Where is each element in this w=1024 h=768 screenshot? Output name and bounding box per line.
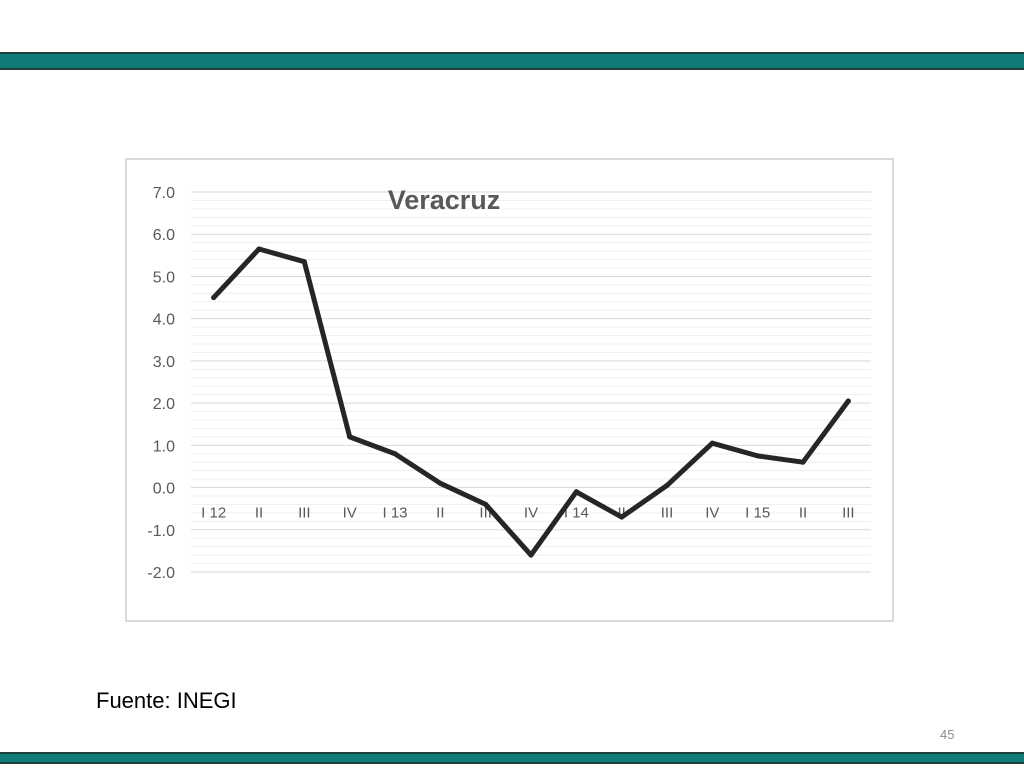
y-tick-label: 5.0 [153,269,175,286]
y-tick-label: 6.0 [153,227,175,244]
x-tick-label: II [255,505,263,522]
data-point [211,295,217,301]
x-axis-tick-labels: I 12 II III IV I 13 II III IV I 14 II III IV I 15 II I… [201,505,854,522]
x-tick-label: II [617,505,625,522]
y-tick-label: 3.0 [153,354,175,371]
y-tick-label: -1.0 [147,523,175,540]
page-number: 45 [940,727,955,742]
data-point [347,434,353,440]
line-chart: 7.06.05.04.03.02.01.00.0-1.0-2.0 I 12 II I… [147,185,871,582]
data-point [573,489,579,495]
x-tick-label: I 12 [201,505,226,522]
data-point [709,440,715,446]
data-point [619,514,625,520]
data-point [483,501,489,507]
source-note: Fuente: INEGI [96,688,237,713]
x-tick-label: I 15 [745,505,770,522]
y-tick-label: -2.0 [147,565,175,582]
data-point [437,480,443,486]
data-point [755,453,761,459]
x-tick-label: III [842,505,855,522]
bottom-footer-band [0,752,1024,764]
chart-area: 7.0 6.0 5.0 4.0 3.0 2.0 1.0 0.0 -1.0 -2.0 I 12 II I… [125,158,894,622]
x-tick-label: IV [524,505,538,522]
x-tick-label: III [661,505,674,522]
x-tick-label: I 14 [564,505,589,522]
x-tick-label: I 13 [382,505,407,522]
data-point [664,482,670,488]
chart-title: Veracruz [388,185,501,215]
x-tick-label: III [298,505,311,522]
x-tick-label: II [436,505,444,522]
top-header-band [0,52,1024,70]
y-tick-label: 1.0 [153,438,175,455]
data-point [392,451,398,457]
data-point [301,259,307,265]
gridlines [191,191,871,573]
y-tick-label: 7.0 [153,185,175,202]
x-tick-label: II [799,505,807,522]
y-tick-label: 4.0 [153,312,175,329]
data-point [528,552,534,558]
x-tick-label: IV [705,505,719,522]
data-point [845,398,851,404]
series-points [211,246,851,558]
x-tick-label: IV [343,505,357,522]
y-tick-label: 2.0 [153,396,175,413]
data-point [256,246,262,252]
y-tick-label: 0.0 [153,481,175,498]
y-axis-tick-labels: 7.0 6.0 5.0 4.0 3.0 2.0 1.0 0.0 -1.0 -2.0 [147,185,175,582]
data-point [800,459,806,465]
